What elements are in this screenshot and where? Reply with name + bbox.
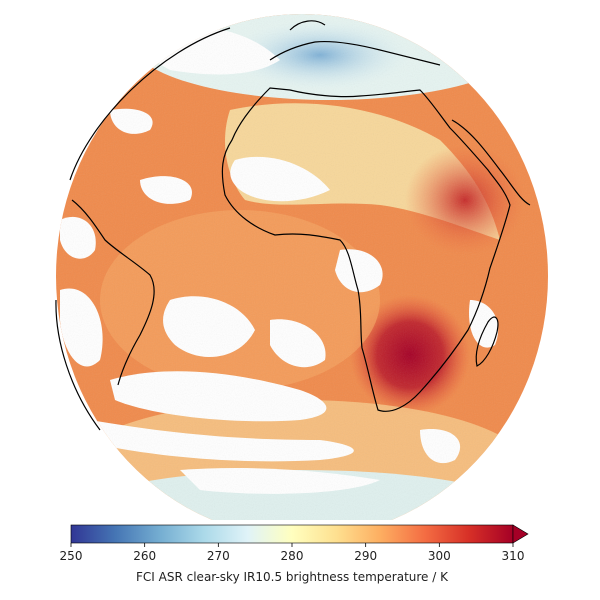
colorbar-tick-label: 310 [502, 549, 525, 563]
disk-limb-w [55, 299, 101, 431]
colorbar-tick-label: 270 [207, 549, 230, 563]
colorbar-tick-label: 290 [354, 549, 377, 563]
coastlines [55, 20, 531, 431]
colorbar-label: FCI ASR clear-sky IR10.5 brightness temp… [136, 570, 449, 584]
full-disk-map [55, 14, 548, 520]
colorbar-tick-label: 280 [281, 549, 304, 563]
colorbar-tick-label: 260 [133, 549, 156, 563]
colorbar-ticks: 250 260 270 280 290 300 310 [60, 543, 525, 563]
arabia-coastline [451, 119, 531, 206]
texture-overlay [56, 14, 548, 520]
colorbar-tick-label: 250 [60, 549, 83, 563]
colorbar-bar [70, 524, 514, 544]
colorbar-tick-label: 300 [428, 549, 451, 563]
scandinavia-coastline [289, 20, 326, 31]
disk-limb-nw [69, 27, 231, 181]
colorbar-extend-arrow [512, 524, 529, 544]
madagascar-coastline [475, 316, 499, 367]
africa-coastline [221, 87, 511, 412]
colorbar: 250 260 270 280 290 300 310 FCI ASR clear-sky … [60, 524, 529, 584]
south-america-coastline [71, 199, 155, 386]
europe-coastline [269, 40, 441, 66]
disk-field [56, 14, 548, 520]
